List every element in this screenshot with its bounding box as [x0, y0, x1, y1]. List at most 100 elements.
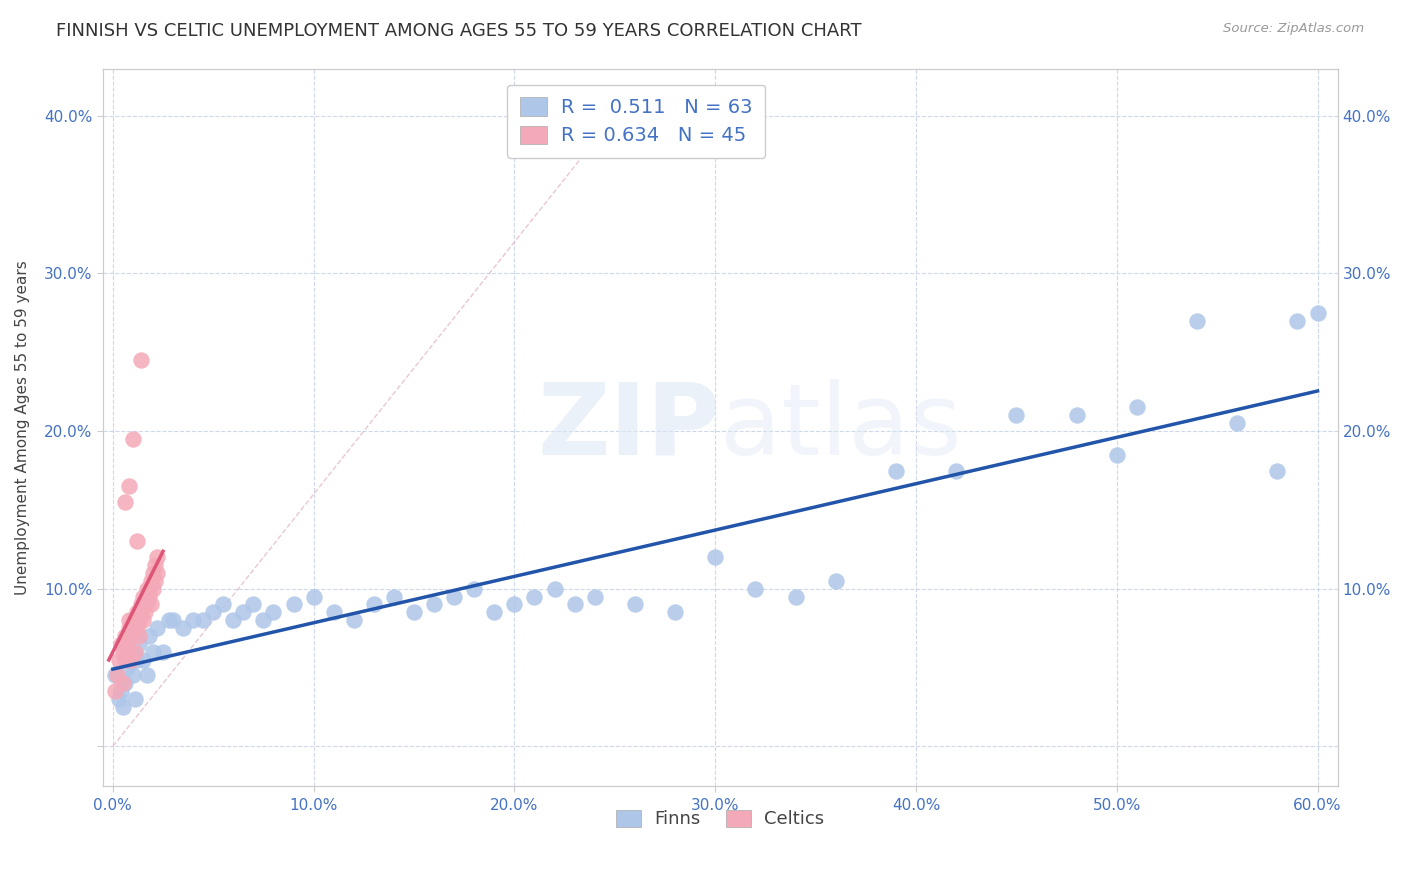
Point	[122, 613, 145, 627]
Point	[162, 613, 184, 627]
Point	[945, 463, 967, 477]
Point	[463, 582, 485, 596]
Point	[129, 598, 152, 612]
Point	[125, 621, 148, 635]
Point	[132, 590, 155, 604]
Point	[129, 606, 152, 620]
Point	[120, 645, 142, 659]
Point	[110, 637, 132, 651]
Point	[824, 574, 846, 588]
Point	[122, 668, 145, 682]
Point	[212, 598, 235, 612]
Point	[115, 637, 138, 651]
Point	[252, 613, 274, 627]
Text: atlas: atlas	[720, 378, 962, 475]
Point	[143, 558, 166, 573]
Point	[139, 598, 162, 612]
Point	[583, 590, 606, 604]
Point	[1306, 306, 1329, 320]
Text: Source: ZipAtlas.com: Source: ZipAtlas.com	[1223, 22, 1364, 36]
Point	[363, 598, 385, 612]
Point	[222, 613, 245, 627]
Point	[108, 653, 131, 667]
Point	[423, 598, 446, 612]
Point	[125, 606, 148, 620]
Point	[142, 582, 165, 596]
Text: ZIP: ZIP	[537, 378, 720, 475]
Point	[484, 606, 506, 620]
Point	[128, 629, 150, 643]
Point	[884, 463, 907, 477]
Point	[129, 353, 152, 368]
Point	[152, 645, 174, 659]
Point	[1267, 463, 1289, 477]
Point	[142, 645, 165, 659]
Point	[104, 684, 127, 698]
Point	[343, 613, 366, 627]
Point	[1066, 409, 1088, 423]
Point	[114, 629, 136, 643]
Point	[443, 590, 465, 604]
Point	[128, 637, 150, 651]
Point	[134, 606, 156, 620]
Point	[146, 621, 169, 635]
Point	[1185, 314, 1208, 328]
Point	[402, 606, 425, 620]
Point	[124, 613, 146, 627]
Point	[1105, 448, 1128, 462]
Point	[624, 598, 647, 612]
Y-axis label: Unemployment Among Ages 55 to 59 years: Unemployment Among Ages 55 to 59 years	[15, 260, 30, 595]
Point	[785, 590, 807, 604]
Point	[114, 495, 136, 509]
Point	[564, 598, 586, 612]
Point	[232, 606, 254, 620]
Point	[118, 613, 141, 627]
Point	[115, 660, 138, 674]
Point	[125, 653, 148, 667]
Point	[115, 645, 138, 659]
Point	[263, 606, 285, 620]
Point	[122, 621, 145, 635]
Point	[128, 613, 150, 627]
Point	[181, 613, 204, 627]
Point	[118, 621, 141, 635]
Point	[108, 692, 131, 706]
Point	[138, 590, 160, 604]
Point	[118, 479, 141, 493]
Point	[111, 700, 134, 714]
Point	[120, 653, 142, 667]
Point	[382, 590, 405, 604]
Point	[138, 629, 160, 643]
Point	[664, 606, 686, 620]
Legend: Finns, Celtics: Finns, Celtics	[610, 804, 831, 835]
Point	[322, 606, 344, 620]
Point	[136, 598, 159, 612]
Point	[202, 606, 225, 620]
Point	[139, 574, 162, 588]
Point	[543, 582, 565, 596]
Point	[523, 590, 546, 604]
Point	[172, 621, 194, 635]
Point	[125, 534, 148, 549]
Point	[120, 629, 142, 643]
Point	[193, 613, 215, 627]
Point	[118, 653, 141, 667]
Point	[132, 653, 155, 667]
Point	[142, 566, 165, 580]
Point	[114, 653, 136, 667]
Point	[110, 684, 132, 698]
Point	[136, 582, 159, 596]
Point	[302, 590, 325, 604]
Point	[104, 668, 127, 682]
Point	[146, 566, 169, 580]
Point	[134, 598, 156, 612]
Point	[1126, 401, 1149, 415]
Point	[136, 668, 159, 682]
Point	[744, 582, 766, 596]
Point	[132, 613, 155, 627]
Point	[1005, 409, 1028, 423]
Point	[124, 692, 146, 706]
Point	[138, 582, 160, 596]
Point	[105, 668, 128, 682]
Point	[146, 550, 169, 565]
